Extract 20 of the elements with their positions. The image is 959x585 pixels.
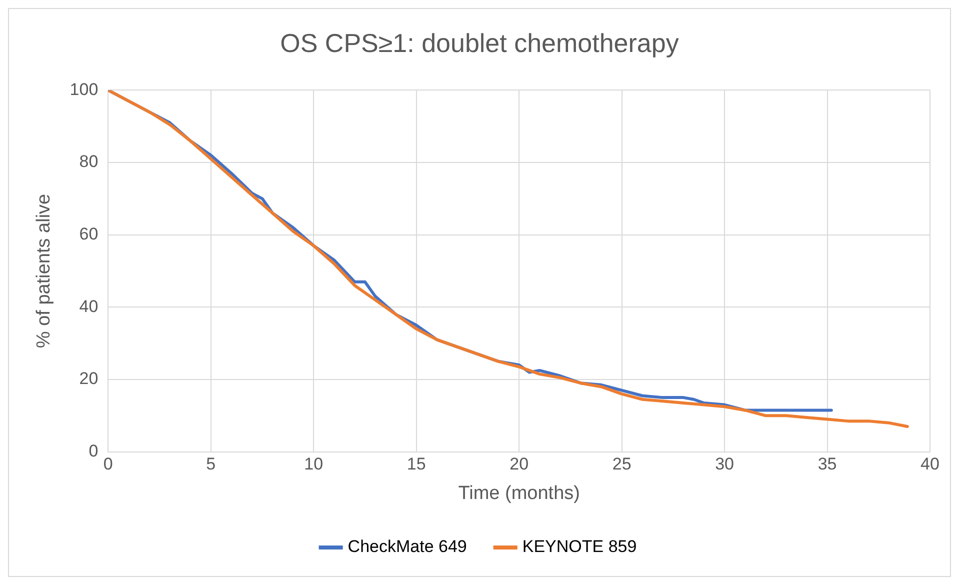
legend-label: CheckMate 649 xyxy=(348,537,467,556)
x-tick-label: 40 xyxy=(920,454,940,474)
x-tick-label: 5 xyxy=(206,454,216,474)
y-tick-label: 0 xyxy=(88,441,98,460)
y-tick-label: 60 xyxy=(79,224,98,244)
legend-label: KEYNOTE 859 xyxy=(522,537,637,556)
chart-title: OS CPS≥1: doublet chemotherapy xyxy=(280,28,679,58)
x-tick-label: 35 xyxy=(818,454,837,474)
y-tick-label: 20 xyxy=(79,369,98,388)
x-tick-label: 25 xyxy=(612,454,632,474)
x-tick-label: 15 xyxy=(406,454,426,474)
y-tick-label: 100 xyxy=(70,80,98,99)
x-tick-label: 10 xyxy=(304,454,324,474)
x-tick-label: 30 xyxy=(715,454,734,474)
y-tick-label: 80 xyxy=(79,152,98,172)
x-tick-label: 0 xyxy=(103,454,113,474)
x-tick-label: 20 xyxy=(510,454,529,474)
x-axis-title: Time (months) xyxy=(458,482,580,504)
y-tick-label: 40 xyxy=(79,296,98,316)
y-axis-title: % of patients alive xyxy=(34,194,55,348)
